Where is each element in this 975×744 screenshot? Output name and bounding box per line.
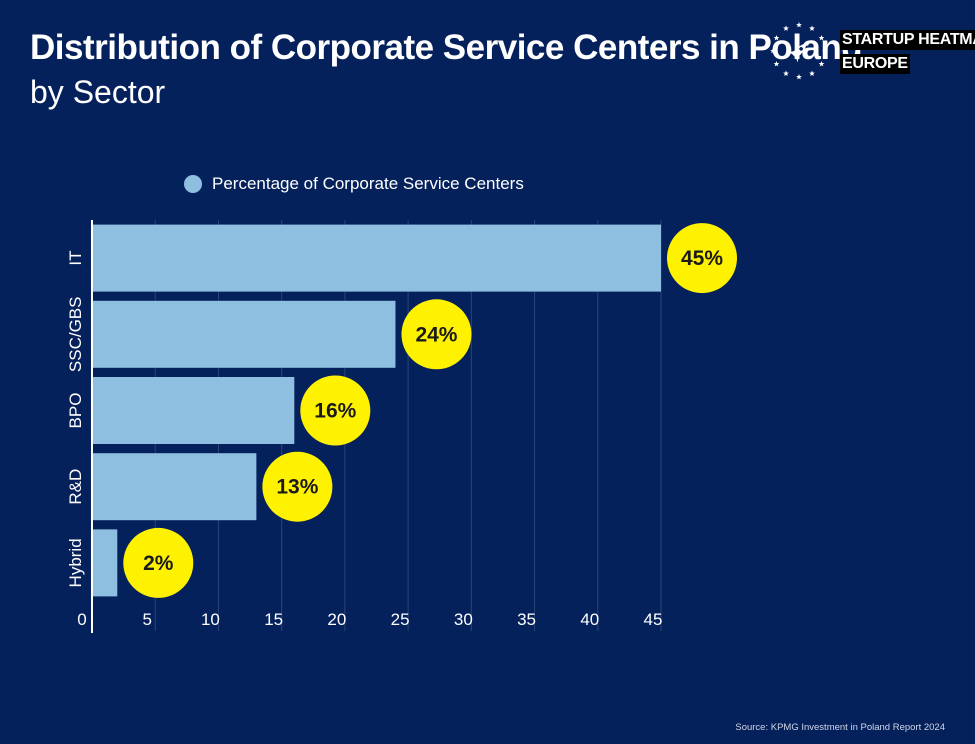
bar-r-d: [93, 453, 257, 521]
logo-star: [773, 35, 780, 41]
logo-star: [818, 61, 825, 67]
bar-ssc-gbs: [93, 300, 396, 368]
logo-text-line2: EUROPE: [840, 54, 910, 74]
category-label: BPO: [66, 393, 85, 429]
value-badge: [300, 375, 371, 446]
x-tick-label: 0: [77, 610, 86, 629]
logo-star: [822, 48, 828, 54]
x-tick-label: 40: [580, 610, 599, 629]
x-tick-label: 30: [454, 610, 473, 629]
legend-swatch: [184, 175, 202, 193]
x-tick-label: 15: [264, 610, 283, 629]
x-tick-label: 5: [142, 610, 151, 629]
data-label: 16%: [314, 400, 356, 423]
chart-subtitle: by Sector: [30, 74, 166, 110]
startup-heatmap-logo: STARTUP HEATMAP EUROPE: [768, 20, 975, 82]
data-label: 13%: [276, 476, 318, 499]
x-tick-label: 10: [201, 610, 220, 629]
logo-star: [773, 61, 780, 67]
bar-hybrid: [93, 529, 118, 597]
value-badge: [667, 223, 737, 294]
logo-star: [809, 25, 815, 31]
x-tick-label: 35: [517, 610, 536, 629]
logo-star: [770, 48, 776, 54]
x-tick-label: 45: [644, 610, 663, 629]
logo-star: [818, 35, 825, 41]
logo-text-line1: STARTUP HEATMAP: [840, 30, 975, 50]
category-label: SSC/GBS: [66, 297, 85, 373]
logo-star: [796, 74, 802, 80]
logo-star: [809, 70, 815, 76]
logo-star: [783, 70, 789, 76]
category-label: R&D: [66, 469, 85, 505]
value-badge: [123, 527, 194, 598]
category-label: Hybrid: [66, 538, 85, 587]
rocket-icon: [770, 22, 828, 80]
chart-legend: Percentage of Corporate Service Centers: [184, 174, 524, 194]
data-label: 2%: [143, 552, 174, 575]
value-badge: [401, 299, 472, 370]
bar-bpo: [93, 377, 295, 444]
source-note: Source: KPMG Investment in Poland Report…: [735, 722, 945, 733]
bar-it: [93, 224, 661, 292]
data-label: 45%: [681, 247, 723, 270]
legend-label: Percentage of Corporate Service Centers: [212, 174, 524, 193]
category-label: IT: [66, 251, 85, 266]
chart-title: Distribution of Corporate Service Center…: [30, 28, 863, 67]
x-tick-label: 25: [391, 610, 410, 629]
value-badge: [262, 451, 333, 522]
logo-star: [783, 25, 789, 31]
logo-star: [796, 22, 802, 28]
x-tick-label: 20: [327, 610, 346, 629]
data-label: 24%: [415, 323, 457, 346]
